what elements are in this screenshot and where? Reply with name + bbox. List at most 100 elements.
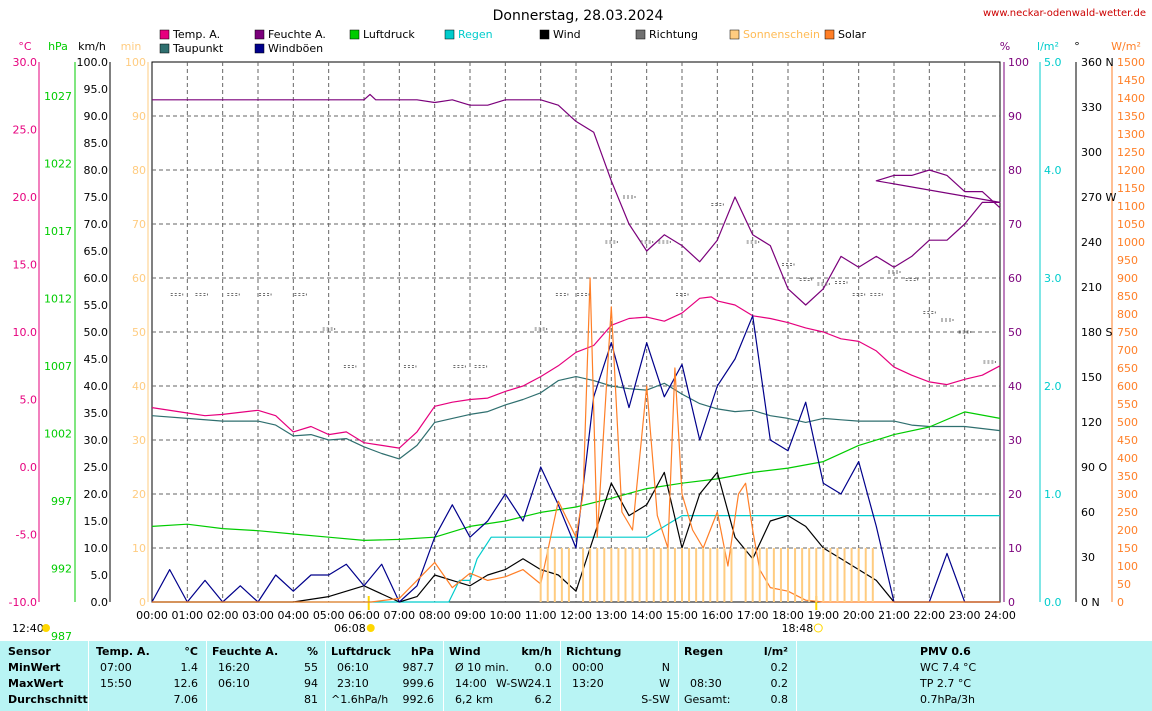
direction-point [834, 281, 848, 284]
pressure-max-time: 23:10 [337, 677, 369, 690]
direction-tick-label: 240 [1081, 236, 1102, 249]
rain-tick-label: 3.0 [1044, 272, 1062, 285]
rain-tick-label: 0.0 [1044, 596, 1062, 609]
humidity-max-value: 94 [304, 677, 318, 690]
dewpoint-line [151, 376, 1001, 460]
sunshine-tick-label: 0 [139, 596, 146, 609]
rain-max-value: 0.2 [770, 677, 789, 690]
wind-avg10-value: 0.0 [534, 661, 553, 674]
stats-header-rain: Regen [684, 645, 724, 658]
humidity-avg-value: 81 [304, 693, 318, 706]
direction-point [958, 330, 972, 334]
direction-point [887, 270, 901, 274]
temp-tick-label: -10.0 [9, 596, 37, 609]
pressure-min-time: 06:10 [337, 661, 369, 674]
sunshine-tick-label: 100 [125, 56, 146, 69]
sunshine-tick-label: 40 [132, 380, 146, 393]
stats-unit-pressure: hPa [410, 645, 434, 658]
stats-unit-rain: l/m² [763, 645, 788, 658]
sunshine-tick-label: 60 [132, 272, 146, 285]
wind-tick-label: 80.0 [84, 164, 109, 177]
direction-point [258, 293, 272, 296]
direction-max-value: W [659, 677, 670, 690]
rain-total-value: 0.8 [770, 693, 789, 706]
website-link[interactable]: www.neckar-odenwald-wetter.de [983, 8, 1146, 19]
temp-min-value: 1.4 [180, 661, 199, 674]
wind-run: 6,2 km [455, 693, 494, 706]
legend-label: Sonnenschein [743, 28, 820, 41]
solar-tick-label: 400 [1117, 452, 1138, 465]
solar-tick-label: 550 [1117, 398, 1138, 411]
wind-tick-label: 95.0 [84, 83, 109, 96]
sunshine-tick-label: 30 [132, 434, 146, 447]
wind-tick-label: 70.0 [84, 218, 109, 231]
sunshine-tick-label: 20 [132, 488, 146, 501]
wind-tick-label: 30.0 [84, 434, 109, 447]
time-tick-label: 16:00 [701, 609, 733, 622]
sunshine-tick-label: 50 [132, 326, 146, 339]
solar-tick-label: 1100 [1117, 200, 1145, 213]
legend-label: Richtung [649, 28, 698, 41]
sun-icon [42, 624, 50, 632]
wind-max-time: 14:00 [455, 677, 487, 690]
stats-header-sensor: Sensor [8, 645, 51, 658]
chart-series [151, 93, 1001, 603]
stats-header-temp: Temp. A. [96, 645, 150, 658]
weather-chart: 30.0 25.0 20.0 15.0 10.0 5.0 0.0 -5.0 -10.0 1027 1… [9, 8, 1146, 641]
statistics-table: Sensor MinWert MaxWert Durchschnitt Temp… [0, 641, 1152, 711]
direction-tick-label: 60 [1081, 506, 1095, 519]
legend-swatch [254, 29, 265, 40]
pressure-unit: hPa [48, 40, 68, 53]
direction-point [640, 240, 654, 244]
sunshine-tick-label: 70 [132, 218, 146, 231]
time-tick-label: 19:00 [807, 609, 839, 622]
direction-point [922, 311, 936, 314]
legend-label: Feuchte A. [268, 28, 326, 41]
direction-point [816, 282, 830, 286]
solar-tick-label: 800 [1117, 308, 1138, 321]
time-tick-label: 18:00 [772, 609, 804, 622]
time-tick-label: 12:00 [560, 609, 592, 622]
pressure-line [151, 411, 1001, 541]
legend-swatch [635, 29, 646, 40]
direction-point [746, 240, 760, 244]
wind-max-direction: W-SW [496, 677, 529, 690]
solar-tick-label: 900 [1117, 272, 1138, 285]
direction-avg-value: S-SW [641, 693, 670, 706]
time-tick-label: 11:00 [525, 609, 557, 622]
pmv-windchill: WC 7.4 °C [920, 661, 977, 674]
direction-point [982, 360, 996, 364]
solar-tick-label: 750 [1117, 326, 1138, 339]
humidity-tick-label: 70 [1008, 218, 1022, 231]
direction-max-time: 13:20 [572, 677, 604, 690]
direction-point [675, 293, 689, 296]
rain-tick-label: 1.0 [1044, 488, 1062, 501]
stats-header-direction: Richtung [566, 645, 622, 658]
solar-line [152, 277, 1000, 603]
direction-point [781, 263, 795, 266]
divider [88, 641, 89, 711]
pressure-tick-label: 1022 [44, 158, 72, 171]
wind-line [152, 471, 1000, 603]
time-tick-label: 15:00 [666, 609, 698, 622]
divider [206, 641, 207, 711]
humidity-unit: % [1000, 40, 1010, 53]
humidity-max-time: 06:10 [218, 677, 250, 690]
solar-tick-label: 0 [1117, 596, 1124, 609]
direction-point [604, 240, 618, 244]
time-tick-label: 14:00 [631, 609, 663, 622]
solar-tick-label: 50 [1117, 578, 1131, 591]
time-tick-label: 23:00 [949, 609, 981, 622]
temp-tick-label: 10.0 [13, 326, 38, 339]
legend-label: Wind [553, 28, 581, 41]
pressure-avg-value: 992.6 [402, 693, 435, 706]
direction-point [293, 293, 307, 296]
direction-tick-label: 300 [1081, 146, 1102, 159]
pressure-max-value: 999.6 [402, 677, 435, 690]
direction-point [869, 293, 883, 296]
wind-tick-label: 65.0 [84, 245, 109, 258]
temp-tick-label: 25.0 [13, 124, 38, 137]
time-tick-label: 21:00 [878, 609, 910, 622]
solar-tick-label: 1500 [1117, 56, 1145, 69]
stats-row-min: MinWert [8, 661, 61, 674]
